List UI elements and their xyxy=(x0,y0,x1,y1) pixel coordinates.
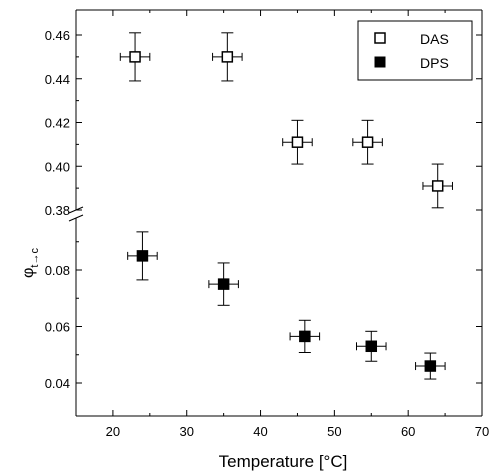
marker-das xyxy=(221,51,234,63)
y-axis-label-main: φ xyxy=(20,268,37,278)
legend-marker-das xyxy=(374,32,386,44)
legend-label-das: DAS xyxy=(420,31,449,47)
data-point-das xyxy=(212,32,243,82)
y-axis-label-sub: t→c xyxy=(29,248,41,268)
marker-das xyxy=(431,180,444,192)
x-tick-label: 40 xyxy=(253,424,267,439)
data-point-dps xyxy=(208,262,239,306)
legend-marker-dps xyxy=(374,56,386,68)
marker-das xyxy=(291,136,304,148)
data-point-das xyxy=(352,119,383,165)
data-point-das xyxy=(119,32,151,82)
x-tick-label: 50 xyxy=(327,424,341,439)
marks xyxy=(119,32,453,380)
svg-text:φt→c: φt→c xyxy=(20,248,41,278)
x-tick-label: 20 xyxy=(106,424,120,439)
axis-break-mark xyxy=(68,214,84,222)
legend-box xyxy=(357,20,473,81)
data-point-dps xyxy=(415,352,446,380)
x-tick-label: 60 xyxy=(401,424,415,439)
marker-dps xyxy=(217,278,230,290)
x-axis-label: Temperature [°C] xyxy=(219,452,348,471)
data-point-das xyxy=(282,119,313,165)
marker-dps xyxy=(365,340,378,353)
ticks: 20 30 40 50 60 70 0.38 0.40 0.42 0.44 0.46 0.04 0.06… xyxy=(45,10,489,439)
data-point-dps xyxy=(127,231,158,281)
legend-label-dps: DPS xyxy=(420,55,449,71)
marker-dps xyxy=(424,360,437,372)
y-tick-label-upper: 0.40 xyxy=(45,159,70,174)
y-tick-label-lower: 0.04 xyxy=(45,376,70,391)
y-tick-label-upper: 0.44 xyxy=(45,72,70,87)
x-tick-label: 70 xyxy=(475,424,489,439)
data-point-dps xyxy=(289,319,321,353)
y-tick-label-upper: 0.46 xyxy=(45,28,70,43)
axes xyxy=(68,9,483,417)
y-tick-label-lower: 0.06 xyxy=(45,320,70,335)
marker-das xyxy=(361,136,374,148)
y-tick-label-upper: 0.42 xyxy=(45,116,70,131)
y-axis-label: φt→c xyxy=(20,248,41,278)
y-tick-label-lower: 0.08 xyxy=(45,263,70,278)
marker-dps xyxy=(136,250,149,262)
x-tick-label: 30 xyxy=(179,424,193,439)
marker-das xyxy=(129,51,141,63)
marker-dps xyxy=(299,330,311,343)
legend: DAS DPS xyxy=(357,20,473,81)
data-point-das xyxy=(422,163,453,209)
data-point-dps xyxy=(356,330,387,362)
y-tick-label-upper: 0.38 xyxy=(45,203,70,218)
